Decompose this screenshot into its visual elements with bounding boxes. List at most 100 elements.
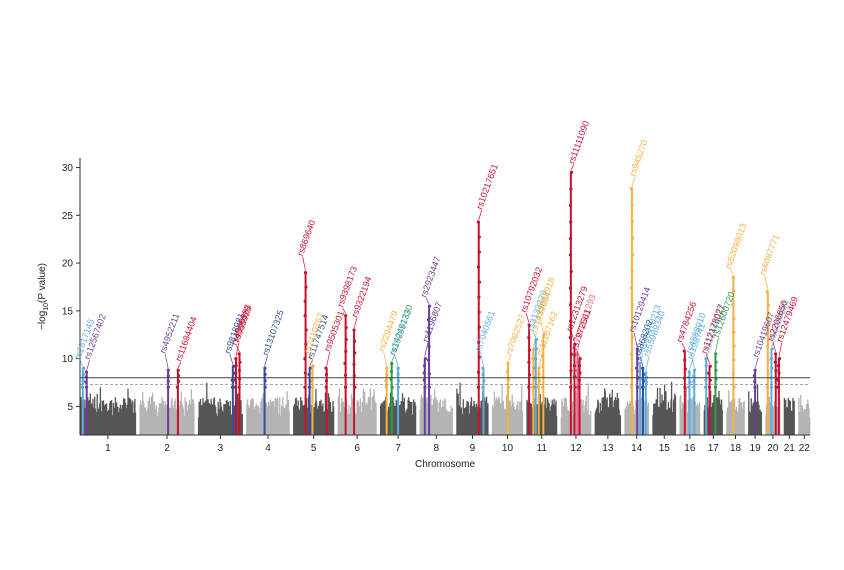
signal-point [233, 385, 238, 389]
signal-point [643, 385, 647, 389]
signal-point [688, 380, 692, 384]
signal-point [629, 286, 634, 290]
signal-leader [177, 361, 182, 369]
signal-point [176, 368, 180, 372]
signal-point [769, 385, 774, 389]
signal-point [630, 369, 634, 373]
signal-rs4396983 [236, 345, 242, 435]
signal-leader [577, 337, 581, 352]
signal-point [396, 372, 400, 377]
signal-point [234, 356, 238, 361]
y-tick-label-5: 5 [67, 402, 73, 413]
signal-point [638, 377, 642, 381]
signal-point [569, 170, 574, 174]
signal-point [422, 371, 426, 375]
signal-point [396, 379, 401, 383]
signal-rs2294479 [383, 352, 389, 435]
x-tick-label-4: 4 [265, 443, 271, 454]
signal-leader [326, 352, 331, 367]
signal-point [777, 356, 782, 361]
signal-point [692, 385, 696, 389]
signal-point [234, 371, 238, 375]
signal-point [576, 360, 580, 364]
x-tick-label-19: 19 [750, 443, 762, 454]
signal-point [630, 236, 635, 240]
signal-leader [532, 331, 537, 338]
signal-point [477, 310, 481, 314]
signal-point [773, 352, 778, 356]
signal-leader [478, 209, 483, 221]
signal-rs12313279 [571, 332, 577, 435]
signal-point [527, 323, 531, 327]
signal-rs9322194 [352, 317, 358, 435]
signal-leader [690, 353, 695, 369]
signal-leader [764, 275, 769, 290]
signal-point [505, 369, 509, 373]
signal-point [477, 250, 481, 254]
signal-point [307, 385, 311, 389]
signal-point [766, 331, 770, 335]
signal-point [731, 275, 736, 279]
signal-point [80, 385, 85, 389]
signal-point [534, 347, 538, 351]
signal-point [577, 364, 582, 368]
signal-point [343, 385, 348, 389]
signal-point [569, 352, 574, 356]
signal-point [634, 366, 639, 370]
x-tick-label-10: 10 [502, 443, 514, 454]
signal-point [263, 379, 267, 383]
snp-label-rs1196807: rs1196807 [420, 301, 444, 344]
x-axis-title: Chromosome [415, 459, 475, 470]
signal-point [629, 352, 634, 356]
signal-leader [730, 269, 734, 276]
chromosome-band-11 [526, 394, 558, 435]
signal-point [541, 354, 545, 358]
signal-point [773, 360, 777, 364]
signal-point [426, 358, 431, 362]
chromosome-points-13 [594, 388, 622, 435]
signal-point [482, 379, 486, 383]
signal-leader [383, 352, 388, 367]
x-tick-label-21: 21 [784, 443, 796, 454]
points-layer [79, 381, 811, 435]
signal-point [237, 352, 241, 356]
signal-point [731, 371, 736, 376]
signal-point [568, 302, 573, 307]
chromosome-points-18 [726, 390, 745, 435]
signal-point [766, 344, 770, 348]
signal-point [641, 372, 646, 377]
signal-leader [309, 354, 313, 365]
snp-label-rs7082527: rs7082527 [504, 313, 528, 356]
signal-leader [631, 176, 636, 187]
signal-point [644, 371, 648, 375]
signal-point [776, 378, 780, 382]
chromosome-points-6 [337, 388, 377, 435]
signal-point [352, 328, 356, 332]
signal-rs4888010 [690, 353, 697, 435]
signal-point [477, 280, 482, 284]
signals-layer [79, 164, 783, 435]
y-tick-label-10: 10 [62, 354, 74, 365]
signal-rs9398173 [342, 307, 348, 435]
signal-point [324, 372, 329, 377]
signal-point [573, 385, 577, 389]
signal-leader [571, 332, 575, 343]
x-tick-label-14: 14 [631, 443, 643, 454]
x-tick-label-1: 1 [105, 443, 111, 454]
signal-rs868202 [639, 356, 646, 435]
signal-point [569, 369, 573, 373]
signal-leader [236, 345, 240, 352]
signal-point [352, 362, 356, 366]
signal-rs12445022 [703, 350, 710, 435]
signal-point [776, 364, 781, 368]
chromosome-band-4 [246, 391, 290, 435]
signal-rs11747514 [307, 359, 313, 435]
signal-point [81, 379, 85, 383]
signal-leader [772, 341, 777, 352]
signal-point [385, 366, 389, 370]
signal-point [81, 366, 86, 370]
chromosome-points-21 [783, 397, 795, 435]
signal-leader [391, 355, 395, 362]
